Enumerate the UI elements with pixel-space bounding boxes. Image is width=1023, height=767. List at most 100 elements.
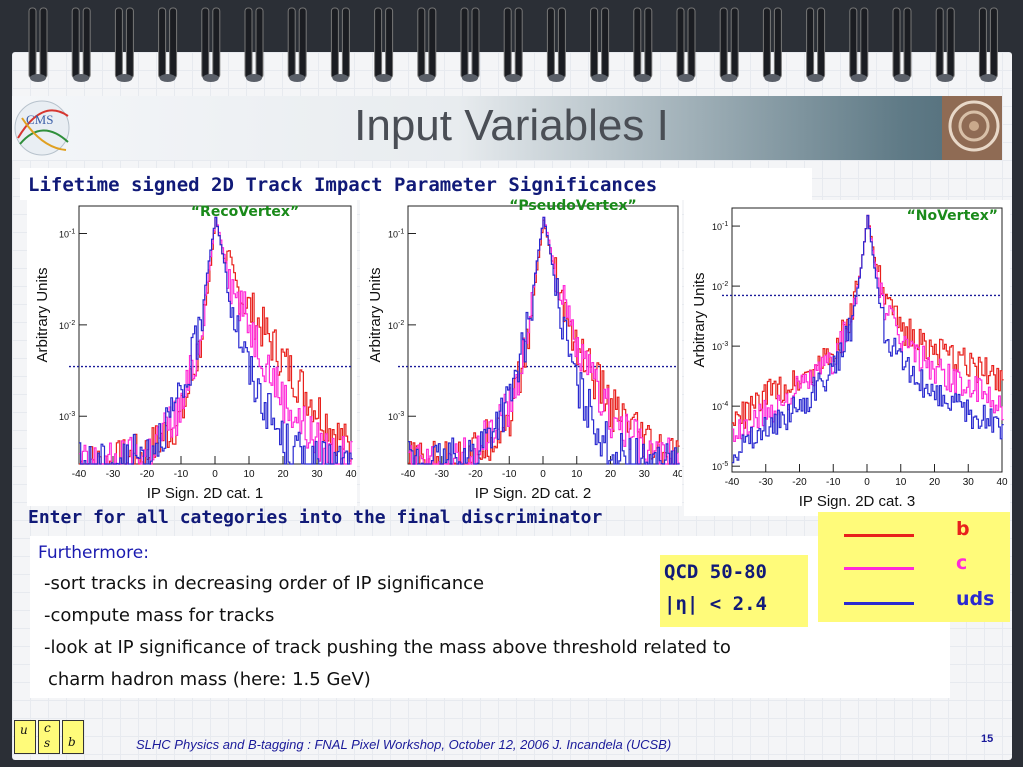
ring-hole <box>807 74 824 82</box>
ring-hole <box>980 74 997 82</box>
y-tick-label: 10-3 <box>59 411 75 422</box>
x-tick-label: 40 <box>672 469 682 480</box>
ring-hole <box>246 74 262 82</box>
ring-right <box>817 7 826 79</box>
y-tick-label: 10-2 <box>712 281 728 292</box>
slide-title: Input Variables I <box>354 101 669 150</box>
series-uds <box>732 214 1004 464</box>
ring-hole <box>850 74 867 82</box>
x-tick-label: 20 <box>929 477 941 488</box>
x-tick-label: 30 <box>963 477 975 488</box>
y-axis-label: Arbitrary Units <box>691 272 708 367</box>
furthermore-label: Furthermore: <box>38 543 149 563</box>
ring-hole <box>116 74 133 82</box>
x-tick-label: 20 <box>605 469 617 480</box>
quark-box-u: u <box>14 720 36 754</box>
ring-right <box>341 7 350 79</box>
ring-right <box>557 7 566 79</box>
legend-label-uds: uds <box>956 588 995 610</box>
chart-cat2: -40 -30 -20 -10 0 10 20 30 40 10-3 10-2 10-1 IP Sign… <box>367 198 682 502</box>
ring-left <box>71 7 80 79</box>
legend-label-b: b <box>956 518 970 540</box>
chart-panel-cat3: -40 -30 -20 -10 0 10 20 30 40 10-5 10-4 10-3 10-2 10-… <box>684 200 1010 516</box>
x-tick-label: -10 <box>174 469 189 480</box>
ring-right <box>255 7 264 79</box>
ring-left <box>201 7 210 79</box>
legend-line-uds <box>844 602 914 605</box>
qcd-line1: QCD 50-80 <box>664 561 767 583</box>
svg-text:CMS: CMS <box>26 112 53 127</box>
ring-right <box>428 7 437 79</box>
plot-frame <box>407 205 679 465</box>
subtitle-box <box>20 168 812 200</box>
chart-cat1: -40 -30 -20 -10 0 10 20 30 40 10-3 10-2 10-1 IP Sign… <box>34 204 357 502</box>
ring-right <box>946 7 955 79</box>
x-tick-label: -10 <box>826 477 841 488</box>
y-tick-label: 10-1 <box>388 229 404 240</box>
ring-left <box>546 7 555 79</box>
enter-discriminator-text: Enter for all categories into the final … <box>28 507 603 528</box>
ring-right <box>730 7 739 79</box>
y-tick-label: 10-3 <box>712 341 728 352</box>
ring-hole <box>764 74 781 82</box>
ring-left <box>114 7 123 79</box>
ring-left <box>978 7 987 79</box>
ring-right <box>385 7 394 79</box>
ring-right <box>860 7 869 79</box>
ring-left <box>417 7 426 79</box>
ring-left <box>762 7 771 79</box>
ring-hole <box>894 74 910 82</box>
series-uds <box>408 216 680 465</box>
chart-panel-cat2: -40 -30 -20 -10 0 10 20 30 40 10-3 10-2 10-1 IP Sign… <box>360 196 682 506</box>
bullet-mass: -compute mass for tracks <box>44 605 275 626</box>
ring-left <box>806 7 815 79</box>
x-tick-label: -20 <box>792 477 807 488</box>
bullet-sort: -sort tracks in decreasing order of IP s… <box>44 573 485 594</box>
ring-left <box>935 7 944 79</box>
x-tick-label: 10 <box>243 469 255 480</box>
ring-right <box>514 7 523 79</box>
ring-right <box>903 7 912 79</box>
footer-text: SLHC Physics and B-tagging : FNAL Pixel … <box>136 737 672 752</box>
bullet-charm: charm hadron mass (here: 1.5 GeV) <box>48 669 371 690</box>
x-tick-label: -30 <box>435 469 450 480</box>
ring-right <box>212 7 221 79</box>
title-bar: CMS <box>12 96 1002 160</box>
ring-left <box>460 7 469 79</box>
x-tick-label: 30 <box>639 469 651 480</box>
x-tick-label: -30 <box>759 477 774 488</box>
y-tick-label: 10-5 <box>712 461 728 472</box>
ring-left <box>158 7 167 79</box>
ring-hole <box>462 74 478 82</box>
ring-right <box>471 7 480 79</box>
chart-title: “PseudoVertex” <box>509 198 637 214</box>
ring-right <box>125 7 134 79</box>
x-axis-label: IP Sign. 2D cat. 2 <box>475 485 591 502</box>
ring-left <box>503 7 512 79</box>
plot-frame <box>731 207 1003 473</box>
legend: b c uds <box>818 512 1010 622</box>
ring-hole <box>202 74 219 82</box>
quark-s: s <box>44 736 51 750</box>
ring-hole <box>505 74 522 82</box>
y-tick-label: 10-2 <box>388 320 404 331</box>
ring-hole <box>30 74 46 82</box>
ring-right <box>601 7 610 79</box>
ring-right <box>169 7 178 79</box>
y-axis-label: Arbitrary Units <box>367 267 384 362</box>
x-tick-label: 10 <box>571 469 583 480</box>
ring-right <box>773 7 782 79</box>
x-tick-label: 40 <box>345 469 357 480</box>
ring-hole <box>591 74 608 82</box>
x-tick-label: -40 <box>72 469 87 480</box>
qcd-line2: |η| < 2.4 <box>664 593 767 615</box>
ring-hole <box>634 74 651 82</box>
bullet-look: -look at IP significance of track pushin… <box>44 637 731 658</box>
x-tick-label: -20 <box>140 469 155 480</box>
x-tick-label: -40 <box>725 477 740 488</box>
legend-line-c <box>844 567 914 570</box>
ring-left <box>244 7 253 79</box>
x-tick-label: -30 <box>106 469 121 480</box>
